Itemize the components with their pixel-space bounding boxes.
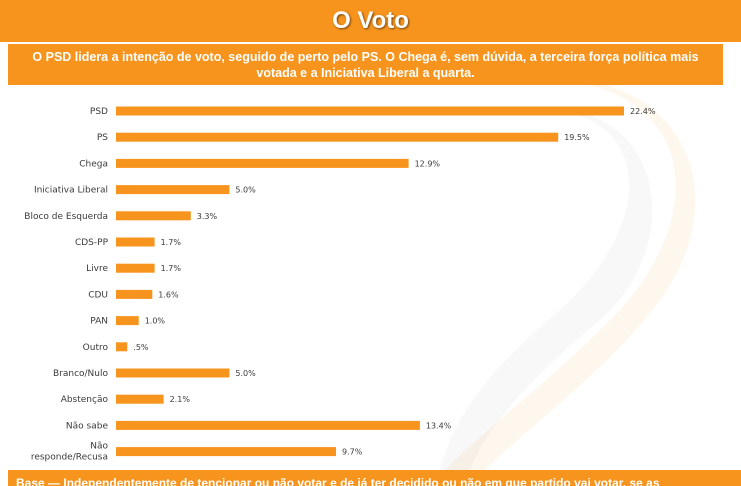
bar	[116, 447, 336, 457]
footer-note: Base — Independentemente de tencionar ou…	[16, 476, 660, 486]
value-label: 1.6%	[158, 290, 179, 299]
category-label: Outro	[83, 343, 109, 353]
value-label: 3.3%	[197, 212, 218, 221]
bar-chart: PSD 22.4% PS 19.5% Chega 12.9% Iniciativa Libe…	[24, 106, 656, 463]
category-label: Abstenção	[61, 395, 109, 405]
bar	[116, 158, 409, 168]
bar	[116, 342, 128, 352]
bar	[116, 316, 139, 326]
category-label: PAN	[90, 317, 108, 327]
bar	[116, 237, 155, 247]
value-label: 9.7%	[342, 448, 363, 457]
category-label: Não responde/Recusa	[31, 442, 109, 463]
category-label: CDU	[88, 290, 108, 300]
chart-subtitle: O PSD lidera a intenção de voto, seguido…	[32, 49, 699, 80]
bar	[116, 132, 559, 142]
category-label: Branco/Nulo	[53, 369, 109, 379]
bar	[116, 185, 230, 195]
bar	[116, 394, 164, 404]
bar	[116, 368, 230, 378]
value-label: 1.7%	[161, 264, 182, 273]
value-label: 5.0%	[235, 369, 256, 378]
category-label: Livre	[86, 264, 108, 274]
value-label: 19.5%	[564, 133, 590, 142]
bar	[116, 289, 153, 299]
bar	[116, 420, 420, 430]
footer-strip: Base — Independentemente de tencionar ou…	[8, 470, 741, 486]
bar	[116, 211, 191, 221]
category-label: Não sabe	[66, 421, 109, 431]
bar	[116, 106, 624, 116]
category-label: PSD	[90, 107, 108, 117]
category-label: Chega	[79, 159, 108, 169]
value-label: .5%	[133, 343, 149, 352]
value-label: 1.0%	[145, 317, 166, 326]
value-label: 12.9%	[415, 159, 441, 168]
value-label: 5.0%	[235, 186, 256, 195]
category-label: PS	[97, 133, 108, 143]
value-label: 22.4%	[630, 107, 656, 116]
value-label: 1.7%	[161, 238, 182, 247]
category-label: Iniciativa Liberal	[34, 186, 108, 196]
value-label: 13.4%	[426, 421, 452, 430]
page-title: O Voto	[332, 7, 409, 34]
value-label: 2.1%	[170, 395, 191, 404]
title-bar: O Voto	[0, 0, 741, 42]
category-label: Bloco de Esquerda	[24, 212, 108, 222]
subtitle-box: O PSD lidera a intenção de voto, seguido…	[8, 44, 723, 85]
category-label: CDS-PP	[75, 238, 109, 248]
bar	[116, 263, 155, 273]
